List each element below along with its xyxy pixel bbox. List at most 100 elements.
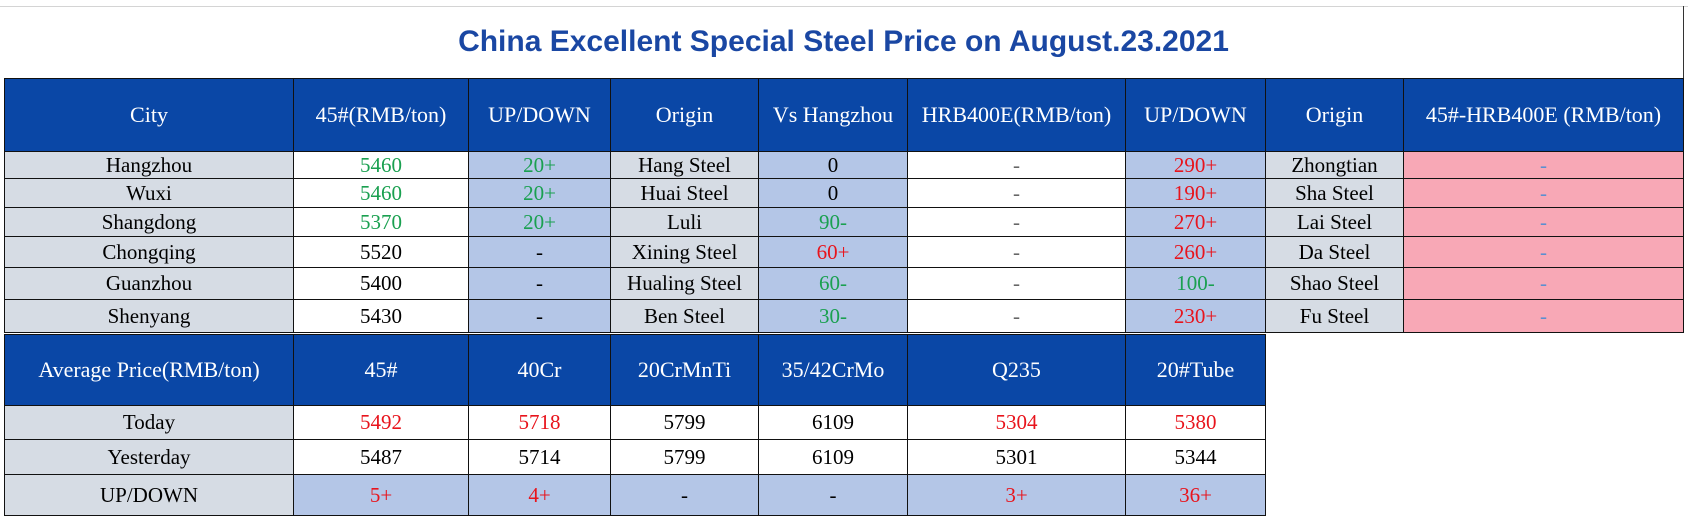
vs-hangzhou-cell: 0	[758, 178, 908, 208]
hrb400e-price-cell: -	[907, 207, 1126, 237]
origin-cell: Hang Steel	[610, 151, 759, 179]
header-city: City	[4, 78, 294, 152]
vs-hangzhou-cell: 60-	[758, 267, 908, 300]
page-title: China Excellent Special Steel Price on A…	[4, 6, 1684, 78]
header-40cr: 40Cr	[468, 334, 611, 406]
today-label: Today	[4, 405, 294, 440]
updown-hrb-cell: 260+	[1125, 236, 1266, 268]
updown-value-cell: 36+	[1125, 474, 1266, 516]
spreadsheet-gridline	[0, 0, 1688, 7]
updown-45-cell: 20+	[468, 178, 611, 208]
hrb400e-price-cell: -	[907, 151, 1126, 179]
today-value-cell: 5718	[468, 405, 611, 440]
city-cell: Shenyang	[4, 299, 294, 333]
table-row: Shangdong 5370 20+ Luli 90- -270+ Lai Steel -	[4, 207, 1684, 237]
origin-cell: Ben Steel	[610, 299, 759, 333]
updown-45-cell: -	[468, 236, 611, 268]
updown-row: UP/DOWN 5+ 4+ - -3+ 36+	[4, 474, 1266, 516]
price-45-cell: 5430	[293, 299, 469, 333]
header-vs-hangzhou: Vs Hangzhou	[758, 78, 908, 152]
header-updown-hrb: UP/DOWN	[1125, 78, 1266, 152]
price-45-cell: 5460	[293, 151, 469, 179]
yesterday-label: Yesterday	[4, 439, 294, 475]
diff-cell: -	[1403, 178, 1684, 208]
city-cell: Guanzhou	[4, 267, 294, 300]
vs-hangzhou-cell: 30-	[758, 299, 908, 333]
table-row: Chongqing 5520- Xining Steel 60+ -260+ Da Ste…	[4, 236, 1684, 268]
origin-cell: Luli	[610, 207, 759, 237]
price-45-cell: 5400	[293, 267, 469, 300]
updown-45-cell: -	[468, 267, 611, 300]
city-cell: Hangzhou	[4, 151, 294, 179]
header-origin: Origin	[610, 78, 759, 152]
price-45-cell: 5370	[293, 207, 469, 237]
origin-hrb-cell: Sha Steel	[1265, 178, 1404, 208]
today-value-cell: 5304	[907, 405, 1126, 440]
hrb400e-price-cell: -	[907, 178, 1126, 208]
vs-hangzhou-cell: 0	[758, 151, 908, 179]
updown-hrb-cell: 100-	[1125, 267, 1266, 300]
header-20tube: 20#Tube	[1125, 334, 1266, 406]
hrb400e-price-cell: -	[907, 267, 1126, 300]
origin-cell: Huai Steel	[610, 178, 759, 208]
diff-cell: -	[1403, 299, 1684, 333]
origin-hrb-cell: Da Steel	[1265, 236, 1404, 268]
city-price-table: City 45#(RMB/ton) UP/DOWN Origin Vs Hang…	[4, 78, 1684, 333]
origin-hrb-cell: Zhongtian	[1265, 151, 1404, 179]
updown-hrb-cell: 290+	[1125, 151, 1266, 179]
updown-value-cell: 4+	[468, 474, 611, 516]
updown-hrb-cell: 270+	[1125, 207, 1266, 237]
updown-45-cell: 20+	[468, 207, 611, 237]
table-row: Guanzhou 5400- Hualing Steel 60- -100- Shao S…	[4, 267, 1684, 300]
header-origin-hrb: Origin	[1265, 78, 1404, 152]
yesterday-value-cell: 5714	[468, 439, 611, 475]
header-average-price: Average Price(RMB/ton)	[4, 334, 294, 406]
today-value-cell: 5492	[293, 405, 469, 440]
origin-cell: Xining Steel	[610, 236, 759, 268]
header-35-42crmo: 35/42CrMo	[758, 334, 908, 406]
yesterday-value-cell: 5799	[610, 439, 759, 475]
diff-cell: -	[1403, 267, 1684, 300]
updown-hrb-cell: 230+	[1125, 299, 1266, 333]
yesterday-row: Yesterday 5487 5714 5799 6109 5301 5344	[4, 439, 1266, 475]
diff-cell: -	[1403, 151, 1684, 179]
header-45-price: 45#(RMB/ton)	[293, 78, 469, 152]
updown-value-cell: -	[758, 474, 908, 516]
today-value-cell: 5380	[1125, 405, 1266, 440]
origin-hrb-cell: Lai Steel	[1265, 207, 1404, 237]
yesterday-value-cell: 6109	[758, 439, 908, 475]
updown-value-cell: -	[610, 474, 759, 516]
diff-cell: -	[1403, 236, 1684, 268]
vs-hangzhou-cell: 60+	[758, 236, 908, 268]
hrb400e-price-cell: -	[907, 236, 1126, 268]
city-cell: Shangdong	[4, 207, 294, 237]
table-row: Hangzhou 5460 20+ Hang Steel 0-290+ Zhongtian…	[4, 151, 1684, 179]
header-diff: 45#-HRB400E (RMB/ton)	[1403, 78, 1684, 152]
yesterday-value-cell: 5487	[293, 439, 469, 475]
average-price-table: Average Price(RMB/ton) 45# 40Cr 20CrMnTi…	[4, 334, 1266, 516]
origin-hrb-cell: Shao Steel	[1265, 267, 1404, 300]
updown-45-cell: 20+	[468, 151, 611, 179]
header-updown: UP/DOWN	[468, 78, 611, 152]
price-45-cell: 5460	[293, 178, 469, 208]
header-45: 45#	[293, 334, 469, 406]
average-header-row: Average Price(RMB/ton) 45# 40Cr 20CrMnTi…	[4, 334, 1266, 406]
diff-cell: -	[1403, 207, 1684, 237]
price-45-cell: 5520	[293, 236, 469, 268]
yesterday-value-cell: 5344	[1125, 439, 1266, 475]
city-cell: Wuxi	[4, 178, 294, 208]
updown-value-cell: 5+	[293, 474, 469, 516]
yesterday-value-cell: 5301	[907, 439, 1126, 475]
today-value-cell: 6109	[758, 405, 908, 440]
city-cell: Chongqing	[4, 236, 294, 268]
table-row: Wuxi 5460 20+ Huai Steel 0-190+ Sha Steel -	[4, 178, 1684, 208]
vs-hangzhou-cell: 90-	[758, 207, 908, 237]
header-hrb400e-price: HRB400E(RMB/ton)	[907, 78, 1126, 152]
updown-value-cell: 3+	[907, 474, 1126, 516]
header-q235: Q235	[907, 334, 1126, 406]
updown-45-cell: -	[468, 299, 611, 333]
origin-hrb-cell: Fu Steel	[1265, 299, 1404, 333]
origin-cell: Hualing Steel	[610, 267, 759, 300]
updown-hrb-cell: 190+	[1125, 178, 1266, 208]
hrb400e-price-cell: -	[907, 299, 1126, 333]
